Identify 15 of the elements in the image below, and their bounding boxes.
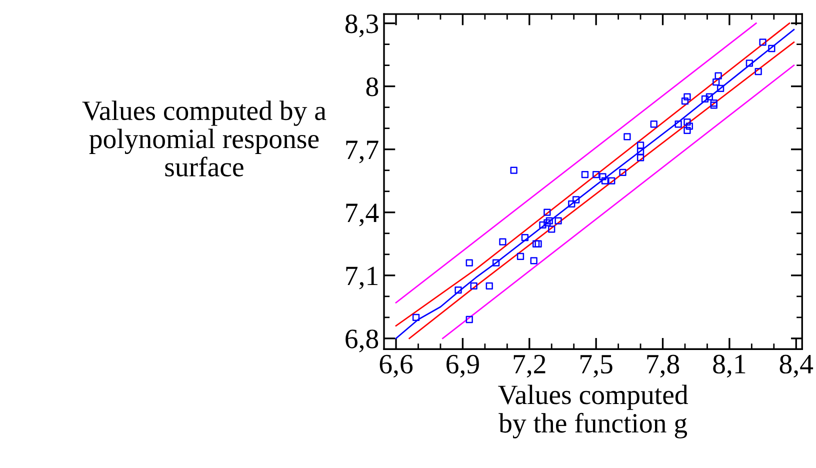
x-tick-label: 7,8 bbox=[647, 354, 680, 378]
x-tick-label: 8,4 bbox=[780, 354, 814, 378]
y-axis-title: Values computed by a polynomial response surface bbox=[82, 100, 326, 176]
x-tick-label: 8,1 bbox=[713, 354, 746, 378]
x-tick-label: 7,5 bbox=[580, 355, 612, 378]
y-tick-label: 7,1 bbox=[346, 266, 378, 290]
x-axis-title: Values computed by the function g bbox=[498, 384, 688, 438]
y-tick-label: 8,3 bbox=[345, 14, 378, 38]
y-tick-label: 8 bbox=[366, 77, 378, 96]
y-tick-label: 7,4 bbox=[346, 204, 379, 226]
y-tick-label: 6,8 bbox=[346, 330, 378, 352]
x-tick-label: 6,6 bbox=[380, 354, 413, 378]
x-tick-label: 7,2 bbox=[514, 354, 546, 378]
x-tick-label: 6,9 bbox=[446, 354, 479, 378]
y-tick-label: 7,7 bbox=[346, 140, 378, 164]
